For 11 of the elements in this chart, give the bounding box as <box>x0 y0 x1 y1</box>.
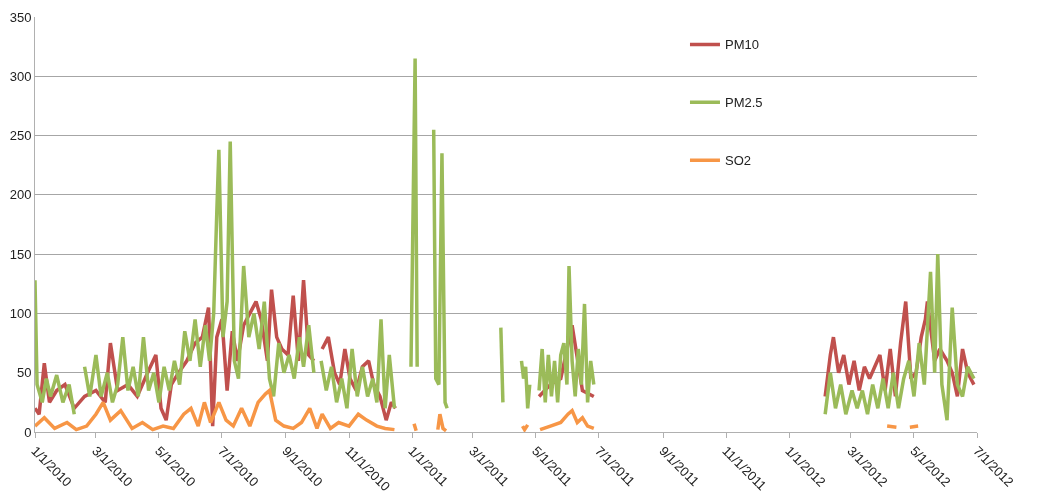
y-tick-label: 100 <box>9 305 32 321</box>
y-tick-label: 200 <box>9 187 32 203</box>
y-tick-label: 150 <box>9 246 32 262</box>
y-tick-label: 250 <box>9 128 32 144</box>
y-tick-label: 0 <box>24 424 32 440</box>
y-tick-label: 300 <box>9 68 32 84</box>
legend-label: PM2.5 <box>724 95 763 111</box>
y-tick-label: 350 <box>9 9 32 25</box>
y-tick-label: 50 <box>16 365 32 381</box>
legend-label: PM10 <box>724 37 759 53</box>
legend-label: SO2 <box>724 153 751 169</box>
